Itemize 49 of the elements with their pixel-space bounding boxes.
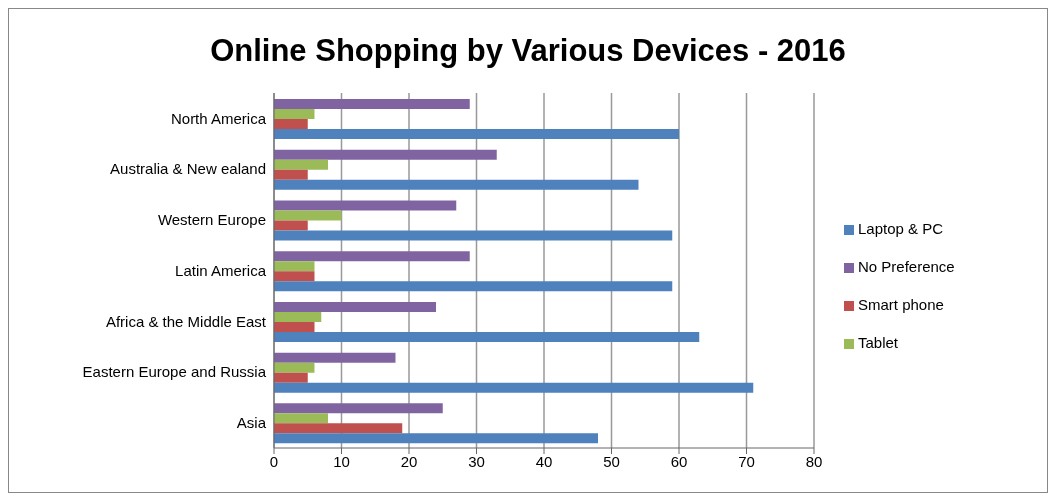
bar <box>274 423 403 434</box>
y-tick-label: Asia <box>236 413 267 431</box>
bar <box>274 271 315 282</box>
bar <box>274 301 436 312</box>
bar <box>274 159 328 170</box>
bar <box>274 281 673 292</box>
x-tick-label: 20 <box>400 452 418 470</box>
bar <box>274 403 443 414</box>
bar <box>274 311 322 322</box>
bar <box>274 362 315 373</box>
bar <box>274 109 315 120</box>
x-tick-label: 50 <box>603 452 620 470</box>
bar <box>274 129 679 140</box>
y-tick-label: North America <box>170 109 267 127</box>
x-tick-label: 10 <box>333 452 350 470</box>
y-tick-label: Western Europe <box>157 211 266 229</box>
bar <box>274 413 328 424</box>
x-tick-label: 60 <box>670 452 688 470</box>
x-tick-label: 70 <box>738 452 755 470</box>
bar <box>274 210 342 221</box>
bar <box>274 331 700 342</box>
bar <box>274 352 396 363</box>
y-tick-label: Africa & the Middle East <box>105 312 267 330</box>
y-tick-label: Australia & New ealand <box>110 160 266 178</box>
chart-title: Online Shopping by Various Devices - 2016 <box>209 32 847 70</box>
bar <box>274 261 315 272</box>
bar <box>274 119 308 130</box>
y-tick-label: Latin America <box>175 261 267 279</box>
bar <box>274 169 308 180</box>
x-tick-label: 80 <box>805 452 823 470</box>
bar <box>274 251 470 262</box>
bar <box>274 99 470 110</box>
bar <box>274 230 673 241</box>
x-tick-label: 30 <box>468 452 485 470</box>
legend-label: Tablet <box>858 333 899 351</box>
legend-label: Smart phone <box>858 295 944 313</box>
bar <box>274 179 639 190</box>
bar <box>274 149 497 160</box>
bar <box>274 433 598 444</box>
bar <box>274 200 457 211</box>
legend-label: No Preference <box>858 257 955 275</box>
bar <box>274 220 308 231</box>
bar <box>274 321 315 332</box>
bar <box>274 372 308 383</box>
bar <box>274 382 754 393</box>
x-tick-label: 40 <box>535 452 553 470</box>
legend-label: Laptop & PC <box>858 219 944 237</box>
y-tick-label: Eastern Europe and Russia <box>82 363 267 381</box>
x-tick-label: 0 <box>269 452 279 470</box>
